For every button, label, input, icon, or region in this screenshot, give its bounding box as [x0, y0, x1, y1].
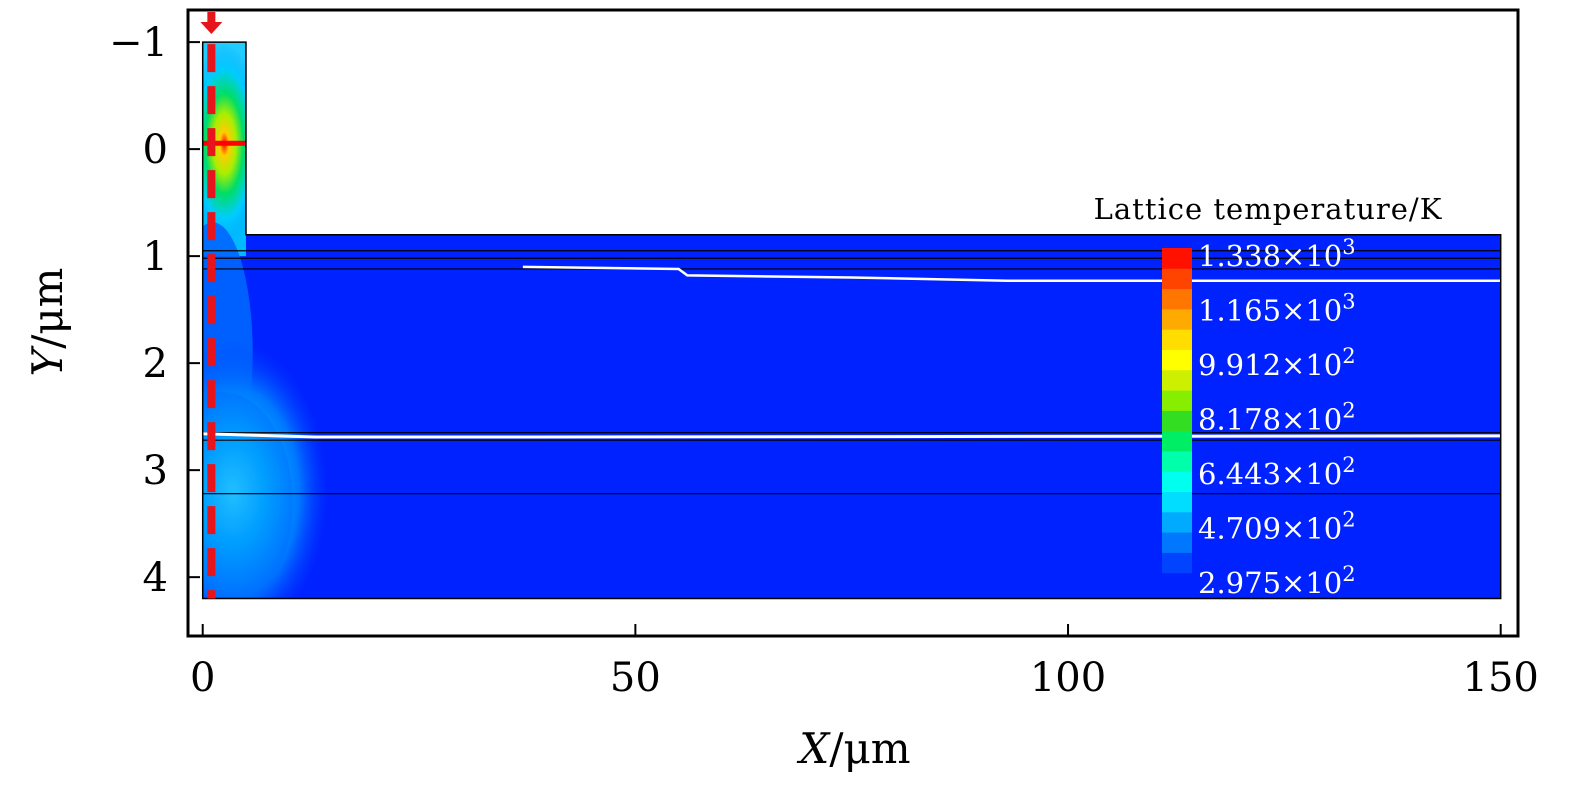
colorbar-swatch-0 — [1162, 572, 1192, 594]
colorbar-swatch-11 — [1162, 349, 1192, 371]
device-cross-section — [202, 42, 1501, 599]
y-tick-label-3: 2 — [143, 341, 168, 387]
marker-arrow — [200, 12, 223, 34]
y-axis-title: Y/μm — [23, 267, 72, 376]
colorbar-swatch-10 — [1162, 369, 1192, 391]
hot-spot-line — [202, 140, 246, 146]
x-tick-label-0: 0 — [190, 655, 215, 701]
colorbar-label-0: 1.338×103 — [1198, 235, 1356, 273]
colorbar-swatch-7 — [1162, 430, 1192, 452]
colorbar-swatch-9 — [1162, 390, 1192, 411]
colorbar-swatch-5 — [1162, 471, 1192, 493]
colorbar-label-4: 6.443×102 — [1198, 453, 1356, 491]
layer-boundaries — [201, 41, 1502, 600]
colorbar-swatch-13 — [1162, 308, 1192, 330]
x-axis: 0 50 100 150 — [190, 624, 1539, 701]
x-axis-title: X/μm — [796, 724, 910, 773]
interface-trace-upper — [522, 265, 1501, 282]
y-tick-label-2: 1 — [143, 234, 168, 280]
lower-warm-field — [202, 341, 328, 599]
colorbar-label-6: 2.975×102 — [1198, 562, 1356, 600]
plot-frame — [186, 8, 1520, 638]
colorbar-swatch-15 — [1162, 268, 1192, 290]
device-outline — [201, 41, 1502, 600]
colorbar-swatch-4 — [1162, 491, 1192, 513]
plot-border — [186, 8, 1520, 638]
x-tick-label-2: 100 — [1030, 655, 1106, 701]
lower-warm-halo — [202, 392, 293, 599]
y-tick-label-0: −1 — [109, 20, 168, 66]
colorbar-title: Lattice temperature/K — [1094, 192, 1443, 226]
dashed-marker — [200, 12, 223, 599]
y-tick-label-4: 3 — [143, 448, 168, 494]
x-tick-label-3: 150 — [1463, 655, 1539, 701]
y-tick-label-1: 0 — [143, 127, 168, 173]
y-axis: −1 0 1 2 3 4 — [109, 20, 200, 601]
colorbar-swatch-3 — [1162, 511, 1192, 533]
colorbar-swatch-8 — [1162, 410, 1192, 432]
x-tick-label-1: 50 — [610, 655, 661, 701]
colorbar-swatch-6 — [1162, 450, 1192, 472]
colorbar-swatch-12 — [1162, 329, 1192, 350]
colorbar-swatch-16 — [1162, 248, 1192, 269]
colorbar-label-2: 9.912×102 — [1198, 344, 1356, 382]
colorbar-label-3: 8.178×102 — [1198, 398, 1356, 436]
interface-trace-lower — [202, 432, 1501, 439]
colorbar-swatch-2 — [1162, 532, 1192, 553]
colorbar-swatch-14 — [1162, 288, 1192, 310]
colorbar-label-1: 1.165×103 — [1198, 289, 1356, 327]
colorbar-swatch-1 — [1162, 552, 1192, 574]
colorbar-label-5: 4.709×102 — [1198, 508, 1356, 546]
y-tick-label-5: 4 — [143, 555, 168, 601]
colorbar: Lattice temperature/K 1.338×103 1.165×103… — [1094, 192, 1443, 600]
